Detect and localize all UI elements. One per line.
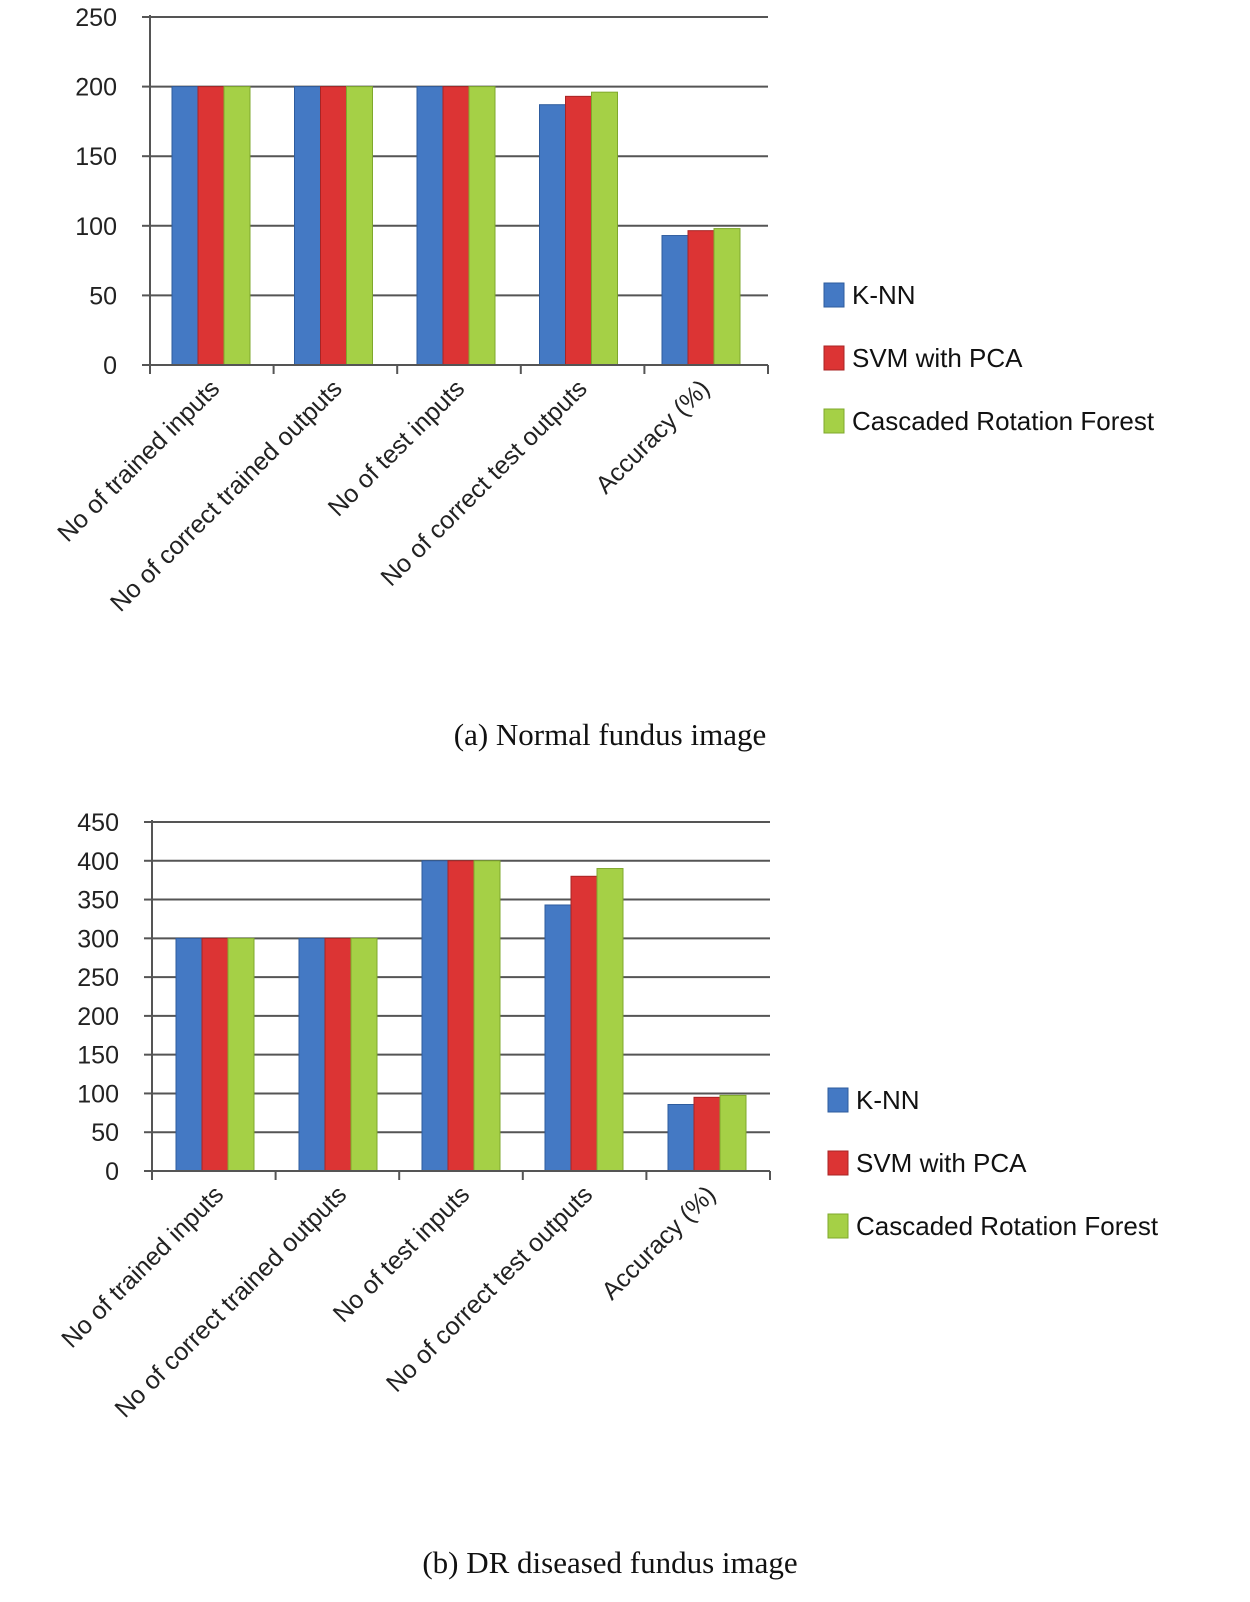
y-tick-label: 0: [103, 352, 117, 380]
bar-svm-pca: [570, 875, 598, 1172]
y-tick-label: 50: [89, 282, 117, 310]
legend-swatch: [827, 1087, 849, 1113]
bar-knn: [539, 104, 566, 366]
bar-svm-pca: [320, 86, 347, 366]
y-tick-label: 300: [77, 925, 119, 953]
bar-knn: [294, 86, 321, 366]
bar-svm-pca: [447, 860, 475, 1172]
bar-crf: [468, 86, 496, 366]
chart-caption: (a) Normal fundus image: [454, 717, 766, 752]
bar-crf: [350, 937, 378, 1172]
legend-label: SVM with PCA: [856, 1148, 1027, 1178]
y-tick-label: 150: [77, 1042, 119, 1070]
bar-knn: [421, 860, 449, 1172]
bar-svm-pca: [197, 86, 225, 366]
x-tick-label: Accuracy (%): [596, 1180, 721, 1305]
x-tick-label: Accuracy (%): [590, 374, 715, 499]
x-tick-label: No of correct trained outputs: [109, 1180, 352, 1423]
bar-svm-pca: [442, 86, 470, 366]
y-tick-label: 250: [75, 4, 117, 32]
bar-knn: [175, 937, 203, 1172]
legend-swatch: [823, 282, 845, 308]
bar-svm-pca: [693, 1096, 721, 1172]
legend-label: K-NN: [852, 280, 916, 310]
bar-knn: [667, 1103, 695, 1172]
legend-swatch: [827, 1150, 849, 1176]
bar-knn: [544, 904, 572, 1172]
legend-label: SVM with PCA: [852, 343, 1023, 373]
bar-knn: [298, 937, 326, 1172]
y-tick-label: 400: [77, 848, 119, 876]
bar-crf: [591, 91, 618, 366]
bar-crf: [719, 1094, 747, 1172]
bar-knn: [416, 86, 444, 366]
y-tick-label: 0: [105, 1158, 119, 1186]
y-tick-label: 100: [77, 1080, 119, 1108]
bar-svm-pca: [565, 95, 592, 366]
bar-crf: [713, 228, 741, 366]
bar-crf: [473, 860, 501, 1172]
bar-crf: [223, 86, 251, 366]
legend-swatch: [823, 408, 845, 434]
bar-crf: [596, 868, 624, 1172]
bar-svm-pca: [687, 230, 715, 366]
legend-label: Cascaded Rotation Forest: [852, 406, 1155, 436]
legend-swatch: [827, 1213, 849, 1239]
y-tick-label: 200: [75, 74, 117, 102]
bar-knn: [171, 86, 199, 366]
y-tick-label: 200: [77, 1003, 119, 1031]
bar-crf: [227, 937, 255, 1172]
x-tick-label: No of correct test outputs: [375, 374, 592, 591]
y-tick-label: 50: [91, 1119, 119, 1147]
x-tick-label: No of correct test outputs: [381, 1180, 598, 1397]
y-tick-label: 350: [77, 887, 119, 915]
bar-svm-pca: [201, 937, 229, 1172]
chart-caption: (b) DR diseased fundus image: [422, 1545, 797, 1580]
bar-svm-pca: [324, 937, 352, 1172]
y-tick-label: 150: [75, 143, 117, 171]
legend-label: Cascaded Rotation Forest: [856, 1211, 1159, 1241]
bar-crf: [346, 86, 373, 366]
bar-knn: [661, 235, 689, 366]
legend-swatch: [823, 345, 845, 371]
legend-label: K-NN: [856, 1085, 920, 1115]
x-tick-label: No of correct trained outputs: [105, 374, 348, 617]
y-tick-label: 100: [75, 213, 117, 241]
y-tick-label: 250: [77, 964, 119, 992]
y-tick-label: 450: [77, 809, 119, 837]
